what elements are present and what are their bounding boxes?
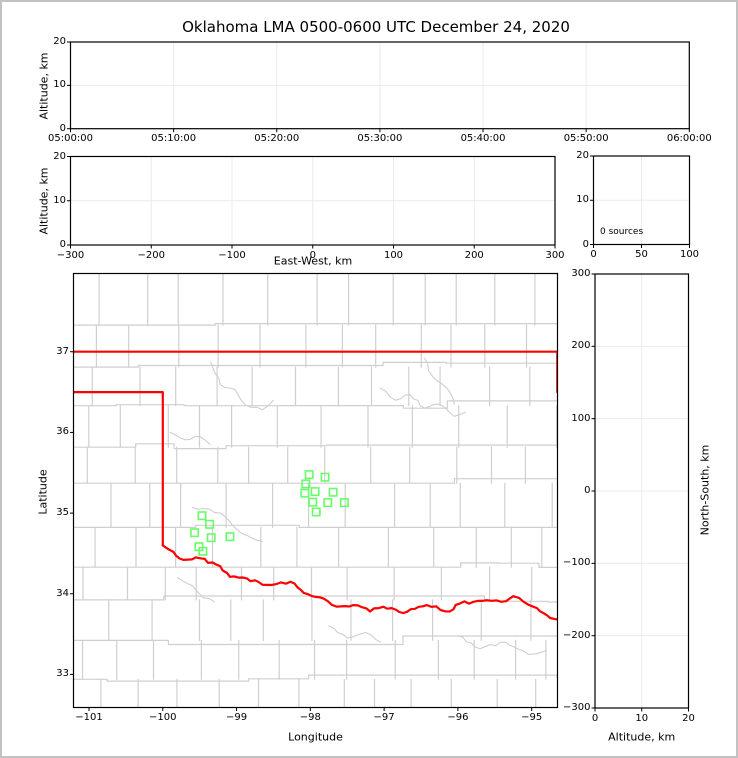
tick-label: −200: [563, 629, 591, 641]
tick-label: 0: [591, 712, 599, 724]
lma-station-marker: [311, 507, 321, 517]
lma-station-marker: [328, 487, 338, 497]
ns-height-ylabel: North-South, km: [698, 444, 712, 536]
state-border-line: [73, 391, 164, 547]
tick-label: 05:10:00: [151, 133, 197, 145]
tick-label: 0: [59, 239, 66, 250]
lma-station-marker: [300, 488, 310, 498]
river-line: [379, 387, 466, 417]
ns-height-xlabel: Altitude, km: [608, 730, 676, 744]
tick-label: 300: [545, 249, 565, 261]
lma-station-marker: [304, 470, 314, 480]
tick-label: −100: [149, 712, 177, 723]
tick-label: 100: [383, 249, 404, 261]
river-line: [191, 506, 263, 542]
tick-label: 05:50:00: [563, 133, 609, 145]
lma-station-marker: [190, 528, 200, 538]
tick-label: 0: [59, 122, 66, 134]
tick-label: 06:00:00: [666, 133, 712, 145]
tick-label: −99: [225, 712, 248, 723]
tick-label: 33: [56, 668, 69, 680]
tick-label: 20: [53, 36, 66, 47]
tick-label: 10: [53, 79, 66, 91]
tick-label: 10: [576, 194, 589, 206]
tick-label: 0: [590, 249, 597, 260]
tick-label: 200: [571, 340, 591, 352]
source-count-annotation: 0 sources: [600, 227, 644, 237]
county-line: [73, 524, 558, 529]
tick-label: −96: [447, 712, 469, 723]
county-line: [73, 635, 558, 646]
tick-label: 10: [53, 194, 66, 206]
tick-label: −98: [299, 712, 321, 723]
tick-label: −200: [137, 249, 165, 261]
river-line: [210, 361, 274, 411]
tick-label: 100: [679, 249, 700, 260]
county-line: [73, 323, 558, 326]
tick-label: 50: [635, 249, 648, 260]
tick-label: 10: [635, 712, 649, 724]
tick-label: 200: [464, 249, 484, 261]
county-line: [73, 595, 558, 603]
tick-label: 0: [584, 485, 591, 496]
lma-station-marker: [225, 532, 235, 542]
county-line: [73, 674, 558, 682]
tick-label: 20: [53, 150, 66, 162]
lma-station-marker: [323, 498, 333, 508]
tick-label: 100: [571, 412, 591, 424]
county-line: [73, 400, 558, 409]
river-line: [328, 625, 381, 643]
tick-label: 05:20:00: [254, 133, 300, 145]
river-line: [424, 357, 455, 405]
tick-label: 05:30:00: [357, 133, 403, 145]
tick-label: −100: [218, 249, 246, 261]
river-line: [176, 577, 215, 603]
lma-station-marker: [320, 472, 330, 482]
tick-label: −300: [56, 249, 85, 261]
tick-label: −100: [563, 557, 591, 569]
tick-label: 20: [576, 150, 589, 161]
lma-station-marker: [310, 487, 320, 497]
panel-border-D: [72, 272, 559, 709]
tick-label: 300: [571, 268, 591, 279]
ew-height-xlabel: East-West, km: [273, 254, 353, 268]
tick-label: −101: [75, 712, 103, 723]
panel-bg-D: [73, 273, 558, 708]
river-line: [457, 635, 547, 655]
tick-label: −95: [521, 712, 543, 723]
tick-label: −300: [563, 702, 591, 713]
river-line: [169, 431, 211, 446]
tick-label: 0: [309, 249, 316, 261]
lma-station-marker: [197, 511, 207, 521]
lma-station-marker: [205, 519, 215, 529]
tick-label: 20: [682, 712, 695, 724]
lma-station-marker: [206, 533, 216, 543]
figure-title: Oklahoma LMA 0500-0600 UTC December 24, …: [182, 18, 570, 36]
county-line: [73, 443, 558, 450]
map-layer: [73, 273, 558, 708]
lma-station-marker: [339, 498, 349, 508]
lma-station-marker: [198, 546, 208, 556]
tick-label: 34: [56, 587, 69, 599]
map-xlabel: Longitude: [288, 730, 343, 744]
red-river-border-line: [161, 544, 558, 621]
tick-label: 35: [56, 507, 69, 519]
county-line: [73, 361, 558, 368]
tick-label: 0: [582, 238, 589, 250]
tick-label: 37: [56, 345, 69, 357]
tick-label: 05:40:00: [460, 133, 506, 145]
tick-label: −97: [373, 712, 395, 723]
lma-station-marker: [301, 479, 311, 489]
tick-label: 05:00:00: [48, 133, 93, 145]
lma-station-marker: [308, 497, 318, 507]
tick-label: 36: [56, 426, 69, 438]
